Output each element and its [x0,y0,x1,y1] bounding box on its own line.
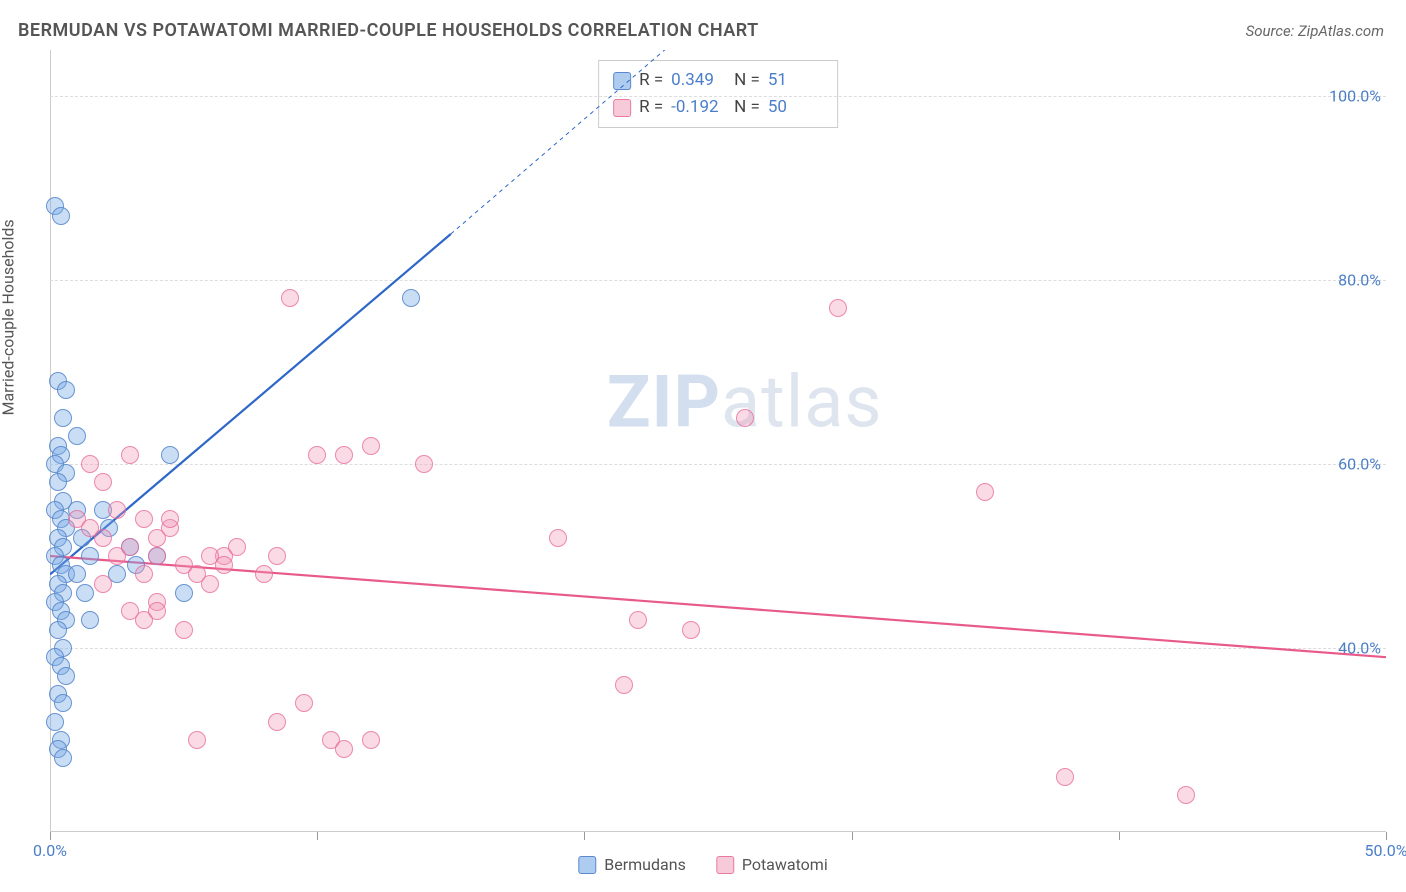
stat-n-label: N = [734,94,760,121]
stats-row-bermudans: R = 0.349 N = 51 [613,67,823,94]
x-tick [1119,832,1120,840]
data-point [68,427,86,445]
data-point [81,455,99,473]
data-point [268,547,286,565]
x-tick [584,832,585,840]
data-point [81,611,99,629]
data-point [295,694,313,712]
stat-n-value: 51 [768,67,823,94]
data-point [415,455,433,473]
data-point [308,446,326,464]
stat-r-label: R = [639,67,663,94]
data-point [68,565,86,583]
data-point [54,409,72,427]
y-axis-label: Married-couple Households [0,219,18,415]
stat-r-value: -0.192 [671,94,726,121]
data-point [148,529,166,547]
data-point [228,538,246,556]
source-attribution: Source: ZipAtlas.com [1246,22,1384,40]
stat-n-label: N = [734,67,760,94]
data-point [215,556,233,574]
data-point [362,731,380,749]
y-tick-label: 80.0% [1338,271,1381,290]
chart-plot-area: ZIPatlas R = 0.349 N = 51 R = -0.192 N =… [50,50,1386,832]
trend-lines [50,50,1386,832]
data-point [976,483,994,501]
data-point [94,575,112,593]
data-point [829,299,847,317]
stats-box: R = 0.349 N = 51 R = -0.192 N = 50 [598,60,838,128]
data-point [682,621,700,639]
data-point [175,584,193,602]
y-tick-label: 100.0% [1329,87,1381,106]
watermark: ZIPatlas [607,359,883,444]
data-point [54,749,72,767]
gridline [50,280,1386,281]
data-point [201,575,219,593]
data-point [335,740,353,758]
data-point [108,547,126,565]
stats-row-potawatomi: R = -0.192 N = 50 [613,94,823,121]
data-point [94,473,112,491]
y-tick-label: 60.0% [1338,455,1381,474]
data-point [161,510,179,528]
data-point [108,501,126,519]
stat-n-value: 50 [768,94,823,121]
legend: Bermudans Potawatomi [578,855,827,874]
gridline [50,648,1386,649]
data-point [1177,786,1195,804]
x-tick [852,832,853,840]
data-point [255,565,273,583]
data-point [94,529,112,547]
data-point [161,446,179,464]
data-point [148,547,166,565]
data-point [135,565,153,583]
x-axis-line [50,831,1386,832]
data-point [362,437,380,455]
data-point [268,713,286,731]
data-point [148,602,166,620]
legend-label: Bermudans [604,855,686,874]
data-point [49,621,67,639]
chart-title: BERMUDAN VS POTAWATOMI MARRIED-COUPLE HO… [18,20,759,41]
data-point [549,529,567,547]
legend-item-bermudans: Bermudans [578,855,686,874]
data-point [135,510,153,528]
swatch-pink-icon [613,99,631,117]
data-point [736,409,754,427]
data-point [629,611,647,629]
data-point [49,473,67,491]
legend-label: Potawatomi [742,855,828,874]
swatch-blue-icon [613,72,631,90]
data-point [615,676,633,694]
data-point [76,584,94,602]
x-tick [317,832,318,840]
data-point [54,694,72,712]
x-tick [50,832,51,840]
stat-r-value: 0.349 [671,67,726,94]
swatch-blue-icon [578,856,596,874]
x-tick [1386,832,1387,840]
y-tick-label: 40.0% [1338,639,1381,658]
data-point [1056,768,1074,786]
data-point [335,446,353,464]
data-point [121,446,139,464]
data-point [402,289,420,307]
data-point [281,289,299,307]
data-point [57,381,75,399]
data-point [175,621,193,639]
data-point [46,713,64,731]
data-point [188,731,206,749]
x-tick-label: 50.0% [1365,841,1406,860]
x-tick-label: 0.0% [33,841,67,860]
data-point [81,547,99,565]
legend-item-potawatomi: Potawatomi [716,855,828,874]
gridline [50,464,1386,465]
data-point [57,667,75,685]
stat-r-label: R = [639,94,663,121]
swatch-pink-icon [716,856,734,874]
data-point [52,207,70,225]
gridline [50,96,1386,97]
